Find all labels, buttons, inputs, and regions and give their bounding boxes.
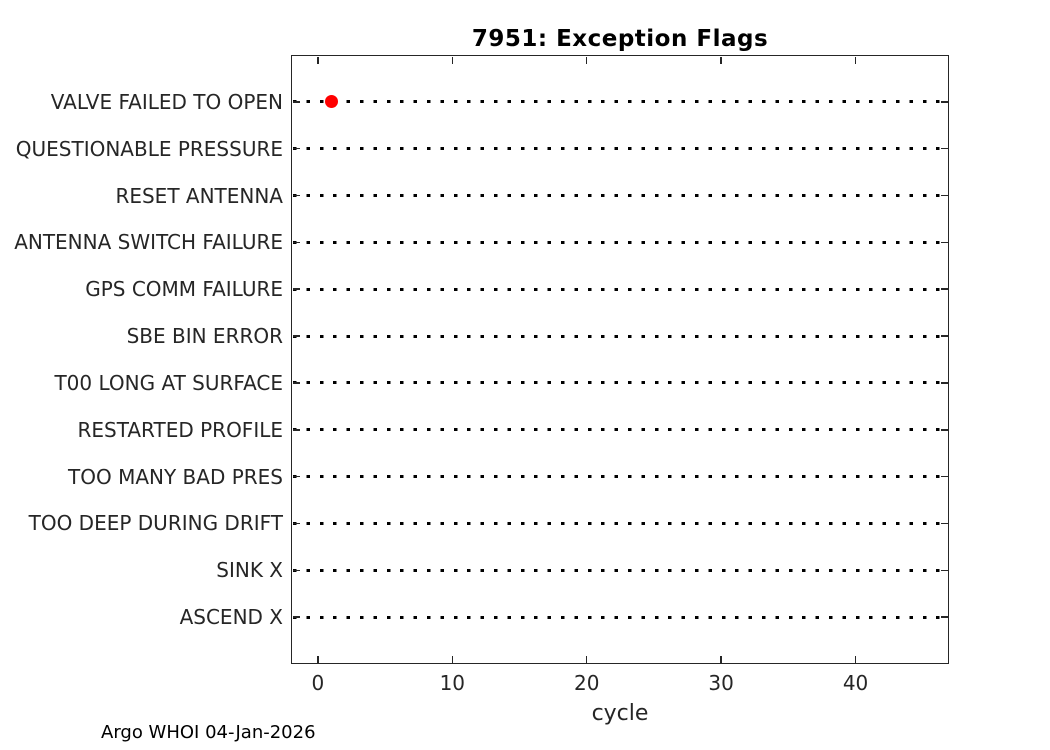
row-dotted-line (292, 147, 948, 151)
row-dotted-line (292, 428, 948, 432)
y-tick-right (940, 616, 948, 618)
x-axis-label: cycle (591, 701, 649, 726)
credit-text: Argo WHOI 04-Jan-2026 (101, 722, 316, 743)
y-tick-left (292, 475, 300, 478)
data-point-marker (324, 95, 338, 109)
y-tick-right (940, 194, 948, 197)
y-tick-left (292, 335, 300, 337)
y-tick-left (292, 616, 300, 618)
x-tick-top (720, 56, 722, 64)
row-dotted-line (292, 568, 948, 572)
y-tick-label: RESTARTED PROFILE (77, 417, 283, 442)
y-tick-left (292, 288, 300, 290)
y-tick-label: GPS COMM FAILURE (85, 277, 283, 302)
y-tick-label: ASCEND X (179, 605, 283, 630)
y-tick-left (292, 147, 300, 150)
y-tick-label: RESET ANTENNA (115, 183, 283, 208)
y-tick-label: SINK X (216, 558, 283, 583)
y-tick-left (292, 382, 300, 384)
y-tick-left (292, 429, 300, 431)
y-tick-label: VALVE FAILED TO OPEN (50, 89, 283, 114)
x-tick-label: 40 (842, 671, 869, 695)
x-tick-label: 0 (311, 671, 325, 695)
y-tick-left (292, 241, 300, 244)
x-tick-top (451, 56, 454, 64)
x-tick-label: 30 (708, 671, 734, 695)
plot-area (291, 55, 949, 664)
x-tick-top (317, 56, 319, 64)
row-dotted-line (292, 521, 948, 525)
row-dotted-line (292, 334, 948, 338)
row-dotted-line (292, 287, 948, 291)
row-dotted-line (292, 381, 948, 385)
x-tick-bottom (317, 655, 319, 663)
chart-title: 7951: Exception Flags (471, 26, 769, 52)
y-tick-right (940, 475, 948, 478)
x-tick-bottom (854, 655, 857, 663)
x-tick-top (854, 56, 857, 64)
row-dotted-line (292, 615, 948, 619)
y-tick-label: QUESTIONABLE PRESSURE (15, 136, 283, 161)
x-tick-bottom (720, 655, 722, 663)
row-dotted-line (292, 194, 948, 198)
x-tick-top (585, 56, 588, 64)
y-tick-label: TOO DEEP DURING DRIFT (28, 511, 283, 536)
y-tick-right (940, 241, 948, 244)
y-tick-right (940, 288, 948, 290)
y-tick-label: SBE BIN ERROR (126, 324, 283, 349)
x-tick-label: 20 (573, 671, 600, 695)
y-tick-label: T00 LONG AT SURFACE (54, 370, 283, 395)
y-tick-left (292, 569, 300, 572)
row-dotted-line (292, 240, 948, 244)
y-tick-label: ANTENNA SWITCH FAILURE (14, 230, 283, 255)
x-tick-bottom (451, 655, 454, 663)
row-dotted-line (292, 100, 948, 104)
row-dotted-line (292, 475, 948, 479)
y-tick-right (940, 335, 948, 337)
y-tick-right (940, 569, 948, 572)
y-tick-left (292, 101, 300, 103)
y-tick-left (292, 522, 300, 525)
y-tick-right (940, 147, 948, 150)
x-tick-bottom (585, 655, 588, 663)
y-tick-right (940, 522, 948, 525)
y-tick-right (940, 429, 948, 431)
x-tick-label: 10 (439, 671, 466, 695)
y-tick-right (940, 101, 948, 103)
y-tick-label: TOO MANY BAD PRES (68, 464, 283, 489)
y-tick-left (292, 194, 300, 197)
y-tick-right (940, 382, 948, 384)
